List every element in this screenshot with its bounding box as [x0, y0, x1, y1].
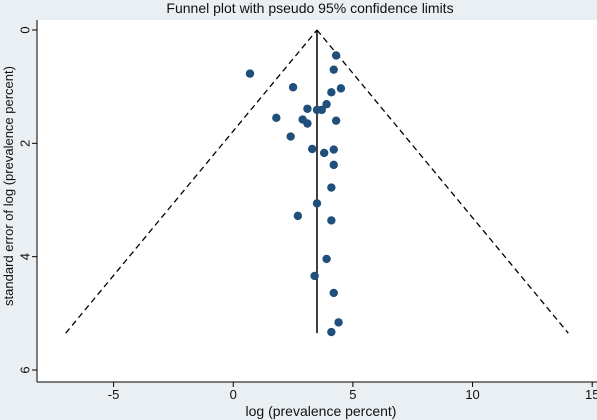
data-point: [334, 318, 343, 327]
data-point: [308, 144, 317, 154]
data-point: [327, 216, 336, 225]
confidence-limit-right: [316, 29, 569, 334]
data-point: [317, 105, 326, 115]
confidence-limit-left: [65, 29, 318, 334]
data-point: [245, 69, 255, 78]
data-point: [329, 288, 338, 298]
data-point: [329, 145, 338, 154]
data-point: [303, 119, 312, 128]
reference-lines: [65, 29, 569, 334]
y-axis-label: standard error of log (prevalence percen…: [1, 66, 16, 306]
x-tick-label: -5: [108, 387, 120, 402]
chart-title: Funnel plot with pseudo 95% confidence l…: [166, 0, 453, 16]
y-tick-label: 2: [17, 140, 32, 147]
data-point: [303, 104, 312, 113]
y-tick-label: 6: [17, 366, 32, 373]
data-point: [322, 254, 331, 264]
data-point: [327, 88, 336, 97]
data-point: [322, 100, 331, 109]
x-tick-label: 5: [349, 387, 356, 402]
data-point: [288, 83, 298, 92]
x-tick-label: 10: [465, 387, 479, 402]
y-tick-label: 0: [17, 26, 32, 33]
x-axis-label: log (prevalence percent): [246, 403, 397, 419]
data-point: [327, 327, 336, 337]
data-point: [329, 160, 338, 170]
y-tick-label: 4: [17, 253, 32, 260]
data-point: [312, 199, 322, 208]
data-point: [293, 211, 303, 221]
data-point: [331, 116, 341, 125]
axes: -5 0 5 10 15 0 2 4 6: [17, 20, 597, 402]
data-point: [331, 51, 341, 60]
data-points: [245, 51, 346, 337]
data-point: [327, 183, 336, 192]
data-point: [286, 132, 295, 141]
x-tick-label: 0: [230, 387, 237, 402]
data-point: [319, 148, 329, 158]
data-point: [336, 84, 346, 93]
data-point: [272, 113, 281, 123]
data-point: [310, 271, 319, 281]
data-point: [329, 65, 338, 74]
x-tick-label: 15: [585, 387, 597, 402]
